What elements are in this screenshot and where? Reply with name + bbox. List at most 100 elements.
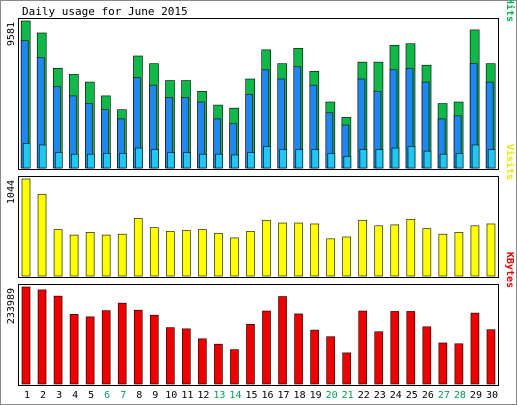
bar-kbytes-day-29 — [470, 312, 480, 385]
x-tick-day-5: 5 — [88, 390, 94, 401]
panel-frame-pages-files-hits — [18, 18, 499, 170]
bar-visits-day-10 — [166, 231, 175, 277]
legend-part: KBytes — [504, 252, 515, 288]
bar-visits-day-12 — [198, 229, 207, 277]
bar-pages-day-12 — [199, 153, 207, 169]
bar-pages-day-23 — [375, 149, 384, 169]
x-tick-day-23: 23 — [374, 390, 386, 401]
bar-visits-day-21 — [342, 236, 351, 277]
bar-kbytes-day-14 — [230, 349, 239, 385]
bar-visits-day-14 — [230, 237, 239, 277]
x-tick-day-19: 19 — [310, 390, 322, 401]
bar-pages-day-25 — [407, 146, 416, 169]
bar-kbytes-day-19 — [310, 329, 319, 385]
bar-pages-day-1 — [22, 143, 31, 169]
x-tick-day-9: 9 — [152, 390, 158, 401]
bar-visits-day-16 — [262, 219, 271, 277]
x-tick-day-28: 28 — [454, 390, 466, 401]
bar-visits-day-24 — [390, 224, 400, 277]
bar-kbytes-day-21 — [342, 352, 351, 385]
bar-visits-day-11 — [182, 230, 191, 277]
bar-visits-day-9 — [149, 227, 159, 277]
bar-kbytes-day-7 — [117, 302, 127, 385]
bar-kbytes-day-11 — [182, 328, 191, 385]
x-tick-day-27: 27 — [438, 390, 450, 401]
x-tick-day-26: 26 — [422, 390, 434, 401]
legend-pages-files-hits: Pages/Files/Hits — [504, 0, 516, 22]
legend-kbytes: KBytes — [504, 252, 515, 288]
bar-pages-day-16 — [263, 146, 272, 169]
bar-visits-day-15 — [246, 231, 255, 277]
bar-pages-day-24 — [391, 147, 400, 169]
max-label-kbytes: 233989 — [6, 288, 17, 324]
bar-pages-day-22 — [359, 149, 368, 169]
bar-pages-day-20 — [327, 153, 336, 169]
max-label-pages-files-hits: 9581 — [6, 22, 17, 46]
x-tick-day-10: 10 — [165, 390, 177, 401]
x-tick-day-17: 17 — [278, 390, 290, 401]
x-tick-day-18: 18 — [294, 390, 306, 401]
x-tick-day-6: 6 — [104, 390, 110, 401]
bar-visits-day-7 — [117, 233, 127, 277]
x-tick-day-2: 2 — [40, 390, 46, 401]
legend-part: Visits — [504, 144, 516, 180]
bar-kbytes-day-2 — [37, 289, 47, 385]
bar-pages-day-6 — [103, 153, 111, 169]
x-tick-day-3: 3 — [56, 390, 62, 401]
bar-kbytes-day-28 — [454, 343, 464, 385]
bar-kbytes-day-30 — [486, 329, 496, 385]
x-tick-day-15: 15 — [245, 390, 257, 401]
bar-pages-day-4 — [71, 153, 79, 169]
bar-kbytes-day-1 — [21, 286, 31, 385]
bar-pages-day-3 — [54, 152, 63, 169]
bar-pages-day-13 — [215, 153, 223, 169]
bar-visits-day-19 — [310, 223, 319, 277]
x-tick-day-30: 30 — [486, 390, 498, 401]
bar-kbytes-day-8 — [133, 309, 143, 385]
bar-pages-day-17 — [279, 149, 288, 169]
bar-kbytes-day-17 — [278, 296, 287, 385]
panel-kbytes: 233989 KBytes — [6, 252, 515, 386]
bar-visits-day-13 — [214, 232, 223, 277]
panel-visits: 1044 Visits — [6, 144, 516, 278]
x-tick-day-29: 29 — [470, 390, 482, 401]
bar-visits-day-3 — [53, 229, 63, 277]
panel-frame-kbytes — [18, 284, 499, 386]
bar-kbytes-day-24 — [390, 311, 400, 385]
x-axis-day-labels: 1 2 3 4 5 6 7 8 9 10 11 12 13 14 15 16 17 18 19 20 21 22 23 24 2… — [24, 390, 498, 401]
bar-pages-day-15 — [247, 152, 255, 169]
bar-pages-day-27 — [439, 153, 448, 169]
bar-pages-day-7 — [119, 153, 127, 169]
bar-pages-day-18 — [295, 149, 304, 169]
bar-pages-day-14 — [231, 154, 239, 169]
bar-visits-day-2 — [37, 193, 47, 277]
bar-pages-day-29 — [471, 144, 480, 169]
bar-pages-day-21 — [343, 156, 352, 169]
bar-pages-day-2 — [38, 144, 47, 169]
bar-visits-day-28 — [454, 232, 464, 277]
bar-kbytes-day-23 — [374, 331, 384, 385]
bar-pages-day-8 — [135, 147, 143, 169]
legend-visits: Visits — [504, 144, 516, 180]
bar-visits-day-5 — [85, 232, 95, 277]
bar-kbytes-day-9 — [149, 314, 159, 385]
bar-visits-day-23 — [374, 225, 384, 277]
bar-visits-day-27 — [438, 233, 448, 277]
chart-title: Daily usage for June 2015 — [22, 5, 188, 18]
bar-visits-day-6 — [101, 234, 111, 277]
bar-pages-day-5 — [87, 153, 95, 169]
bar-visits-day-26 — [422, 228, 432, 277]
x-tick-day-13: 13 — [213, 390, 225, 401]
x-tick-day-8: 8 — [136, 390, 142, 401]
bar-visits-day-17 — [278, 222, 287, 277]
bar-visits-day-25 — [406, 219, 416, 277]
bar-kbytes-day-18 — [294, 313, 303, 385]
bar-pages-day-28 — [455, 153, 464, 169]
bar-kbytes-day-20 — [326, 336, 335, 385]
bar-visits-day-20 — [326, 238, 335, 277]
bar-visits-day-30 — [486, 223, 496, 277]
x-tick-day-12: 12 — [197, 390, 209, 401]
bar-visits-day-22 — [358, 219, 368, 277]
panel-pages-files-hits: 9581 Pages/Files/Hits — [6, 0, 516, 170]
bar-kbytes-day-5 — [85, 316, 95, 385]
